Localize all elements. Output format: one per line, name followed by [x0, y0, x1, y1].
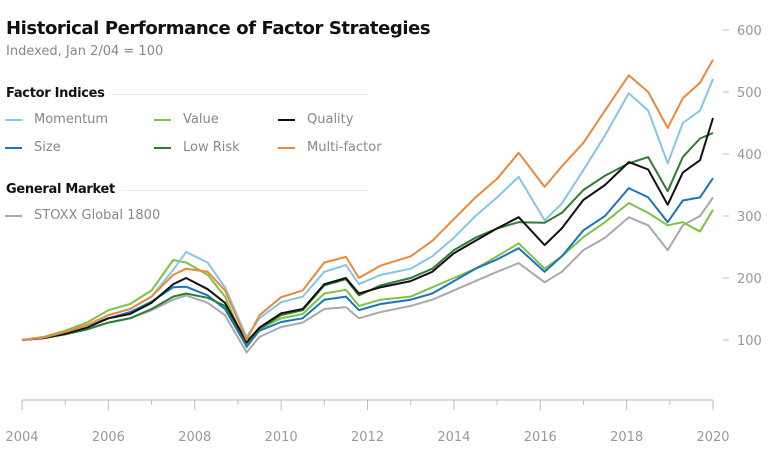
series-line-value: [21, 202, 714, 349]
legend-swatch: [278, 146, 295, 149]
x-tick-label: 2006: [92, 430, 125, 445]
legend-item-multi-factor: Multi-factor: [278, 140, 382, 155]
legend-item-low-risk: Low Risk: [154, 140, 240, 155]
legend-item-size: Size: [5, 140, 61, 155]
series-line-stoxx-global-1800: [21, 196, 714, 354]
legend-swatch: [154, 146, 171, 149]
y-tick-label: 100: [737, 334, 762, 349]
legend-item-value: Value: [154, 112, 219, 127]
x-tick-label: 2020: [696, 430, 729, 445]
legend-heading-factor-indices: Factor Indices: [6, 86, 105, 101]
legend-swatch: [278, 118, 295, 121]
legend-divider: [122, 190, 368, 191]
legend-label: Momentum: [34, 112, 109, 127]
legend-label: Quality: [307, 112, 354, 127]
x-tick-label: 2016: [524, 430, 557, 445]
x-tick-label: 2018: [610, 430, 643, 445]
legend-heading-general-market: General Market: [6, 182, 115, 197]
legend-item-quality: Quality: [278, 112, 353, 127]
legend-swatch: [154, 118, 171, 121]
chart-subtitle: Indexed, Jan 2/04 = 100: [6, 44, 164, 59]
series-line-size: [21, 177, 714, 348]
legend-label: Size: [34, 140, 61, 155]
legend-label: Multi-factor: [307, 140, 382, 155]
series-line-multi-factor: [21, 59, 714, 341]
x-tick-label: 2004: [5, 430, 38, 445]
y-tick-label: 200: [737, 272, 762, 287]
legend-label: STOXX Global 1800: [34, 208, 161, 223]
x-tick-label: 2014: [437, 430, 470, 445]
series-line-quality: [21, 117, 714, 343]
y-tick-label: 400: [737, 148, 762, 163]
x-tick-label: 2010: [265, 430, 298, 445]
legend-label: Low Risk: [183, 140, 240, 155]
legend-swatch: [5, 118, 22, 121]
x-tick-label: 2008: [178, 430, 211, 445]
y-tick-label: 600: [737, 24, 762, 39]
legend-label: Value: [183, 112, 219, 127]
legend-item-stoxx-global-1800: STOXX Global 1800: [5, 208, 160, 223]
legend-swatch: [5, 214, 22, 217]
chart-title: Historical Performance of Factor Strateg…: [6, 18, 431, 39]
y-tick-label: 500: [737, 86, 762, 101]
legend-swatch: [5, 146, 22, 149]
x-tick-label: 2012: [351, 430, 384, 445]
legend-divider: [112, 94, 368, 95]
y-tick-label: 300: [737, 210, 762, 225]
legend-item-momentum: Momentum: [5, 112, 108, 127]
series-line-low-risk: [21, 131, 714, 345]
